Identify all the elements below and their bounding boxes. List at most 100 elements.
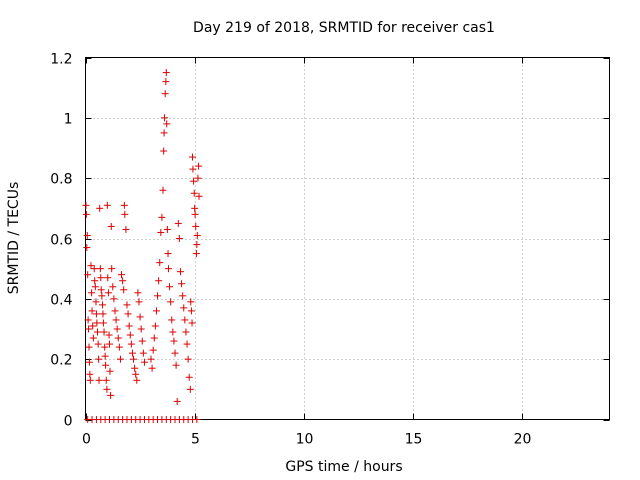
data-point (154, 292, 162, 300)
data-point (93, 319, 101, 327)
data-point (160, 147, 168, 155)
data-point (179, 292, 187, 300)
data-point (118, 271, 126, 279)
data-point (133, 376, 141, 384)
x-axis-label: GPS time / hours (285, 459, 402, 475)
data-point (191, 210, 199, 218)
y-axis-tick-labels: 0 0.2 0.4 0.6 0.8 1 1.2 (50, 52, 72, 430)
data-point (109, 283, 117, 291)
data-point (130, 355, 138, 363)
data-point (131, 364, 139, 372)
data-point (121, 210, 129, 218)
data-point (180, 304, 188, 312)
data-point (104, 274, 112, 282)
data-point (114, 334, 122, 342)
data-point (132, 370, 140, 378)
data-point (83, 231, 91, 239)
data-point (152, 307, 160, 315)
data-point (134, 289, 142, 297)
data-point (188, 153, 196, 161)
data-point (140, 358, 148, 366)
data-point (175, 235, 183, 242)
data-point (99, 319, 107, 327)
data-point (147, 355, 155, 363)
data-point (83, 244, 91, 252)
data-point (194, 174, 202, 182)
data-point (161, 90, 169, 98)
data-point (156, 259, 164, 267)
data-point (88, 307, 96, 315)
data-point (195, 192, 203, 200)
data-point (97, 274, 105, 282)
data-point (88, 289, 96, 297)
data-point (155, 277, 163, 285)
data-point (193, 241, 201, 249)
data-point (159, 186, 167, 194)
scatter-points (82, 69, 203, 423)
data-point (164, 250, 172, 258)
data-point (169, 328, 177, 336)
data-point (151, 322, 159, 330)
data-point (105, 331, 113, 339)
data-point (187, 307, 195, 315)
data-point (99, 310, 107, 318)
data-point (112, 316, 120, 324)
data-point (135, 298, 143, 306)
grid-lines (85, 57, 610, 420)
data-point (85, 343, 93, 351)
data-point (96, 265, 104, 273)
data-point (182, 328, 190, 336)
data-point (107, 391, 115, 399)
chart-title: Day 219 of 2018, SRMTID for receiver cas… (193, 20, 495, 36)
plot-frame (85, 57, 610, 420)
data-point (111, 307, 119, 315)
y-tick-label: 0.6 (50, 233, 72, 249)
data-point (174, 219, 182, 227)
data-point (150, 334, 158, 342)
data-point (86, 370, 94, 378)
data-point (139, 349, 147, 357)
data-point (138, 337, 146, 345)
data-point (82, 201, 90, 209)
data-point (189, 165, 197, 173)
data-point (168, 316, 176, 324)
data-point (97, 286, 105, 294)
data-point (85, 325, 93, 333)
data-point (113, 325, 121, 333)
data-point (101, 352, 109, 360)
data-point (172, 361, 180, 369)
data-point (84, 316, 92, 324)
data-point (101, 343, 109, 351)
data-point (104, 289, 112, 297)
data-point (158, 213, 166, 221)
data-point (124, 310, 132, 318)
data-point (102, 376, 110, 384)
data-point (183, 340, 191, 348)
data-point (115, 343, 123, 351)
x-tick-label: 20 (514, 432, 532, 448)
data-point (125, 322, 133, 330)
data-point (84, 271, 92, 279)
data-point (89, 334, 97, 342)
data-point (190, 177, 198, 185)
data-point (190, 189, 198, 197)
data-point (119, 277, 127, 285)
data-point (176, 268, 184, 276)
data-point (102, 361, 110, 369)
data-point (191, 204, 199, 212)
data-point (82, 210, 90, 218)
data-point (94, 328, 102, 336)
data-point (192, 222, 200, 230)
data-point (136, 313, 144, 321)
data-point (170, 337, 178, 345)
data-point (188, 319, 196, 327)
data-point (94, 340, 102, 348)
data-point (178, 280, 186, 288)
data-point (193, 416, 201, 423)
y-tick-label: 1.2 (50, 52, 72, 68)
x-axis-tick-labels: 0 5 10 15 20 (82, 432, 531, 448)
data-point (187, 298, 195, 306)
data-point (95, 355, 103, 363)
data-point (157, 228, 165, 236)
